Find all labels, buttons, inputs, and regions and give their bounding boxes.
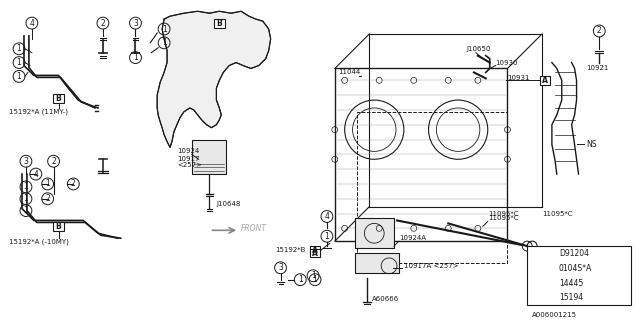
Text: NS: NS [586, 140, 597, 149]
Text: 3: 3 [133, 19, 138, 28]
Text: 1: 1 [24, 206, 28, 215]
Text: 10931: 10931 [508, 75, 530, 81]
Bar [53, 222, 64, 231]
Text: 4: 4 [33, 170, 38, 179]
Text: A006001215: A006001215 [532, 312, 577, 318]
Text: 4: 4 [29, 19, 35, 28]
Text: J10650: J10650 [466, 46, 490, 52]
Text: 2: 2 [71, 180, 76, 188]
Text: 1: 1 [24, 194, 28, 203]
Text: 1: 1 [133, 53, 138, 62]
Text: 1: 1 [162, 38, 166, 47]
Text: 1: 1 [45, 180, 50, 188]
Text: B: B [216, 19, 222, 28]
Text: 4: 4 [541, 293, 545, 302]
Bar [355, 253, 399, 273]
Text: 15192*A (-10MY): 15192*A (-10MY) [9, 239, 69, 245]
Text: A60666: A60666 [372, 296, 399, 302]
Text: 1: 1 [17, 58, 21, 67]
Polygon shape [157, 11, 271, 148]
Text: 1: 1 [17, 72, 21, 81]
Text: 11095*C: 11095*C [542, 211, 573, 217]
Text: 3: 3 [541, 279, 545, 288]
Bar [527, 246, 631, 305]
Text: 1: 1 [541, 249, 545, 258]
Text: D91204: D91204 [559, 249, 589, 258]
Text: B: B [56, 93, 61, 103]
Text: 1: 1 [162, 25, 166, 34]
Bar [540, 76, 550, 85]
Text: 10924A: 10924A [399, 235, 426, 241]
Text: 0104S*A: 0104S*A [559, 264, 592, 273]
Bar [355, 219, 394, 248]
Text: 1: 1 [310, 271, 316, 280]
Text: 2: 2 [597, 27, 602, 36]
Text: 10930: 10930 [495, 60, 518, 66]
Text: 2: 2 [541, 264, 545, 273]
Text: 10924: 10924 [177, 148, 199, 154]
Bar [53, 94, 64, 102]
Text: 11095*C: 11095*C [488, 211, 518, 217]
Text: 3: 3 [24, 157, 28, 166]
Text: 10917: 10917 [177, 156, 200, 162]
Text: A: A [542, 76, 548, 85]
Text: 11095*C: 11095*C [488, 215, 518, 221]
Text: 2: 2 [51, 157, 56, 166]
Bar [335, 68, 508, 241]
Text: 14445: 14445 [559, 279, 583, 288]
Text: 15192*B: 15192*B [276, 247, 306, 253]
Text: <257>: <257> [177, 162, 202, 168]
Text: 10917A <257>: 10917A <257> [404, 263, 458, 269]
Text: 15192*A (11MY-): 15192*A (11MY-) [9, 109, 68, 115]
Text: 4: 4 [324, 212, 330, 221]
Text: B: B [56, 222, 61, 231]
Text: 10921: 10921 [586, 66, 609, 71]
Text: A: A [312, 245, 318, 254]
Text: J10648: J10648 [216, 201, 241, 207]
Text: FRONT: FRONT [241, 224, 267, 233]
Text: 1: 1 [24, 182, 28, 191]
Bar [310, 249, 320, 258]
Text: 11044: 11044 [338, 69, 360, 76]
Text: 3: 3 [278, 263, 283, 272]
Bar [214, 19, 225, 28]
Text: 1: 1 [17, 44, 21, 53]
Text: 15194: 15194 [559, 293, 583, 302]
Text: 2: 2 [100, 19, 106, 28]
Text: 1: 1 [298, 275, 303, 284]
Bar [356, 112, 508, 263]
Bar [192, 140, 227, 174]
Text: 1: 1 [324, 232, 330, 241]
Text: A: A [312, 249, 318, 258]
Bar [310, 246, 320, 254]
Text: 2: 2 [45, 194, 50, 203]
Text: 1: 1 [313, 275, 317, 284]
